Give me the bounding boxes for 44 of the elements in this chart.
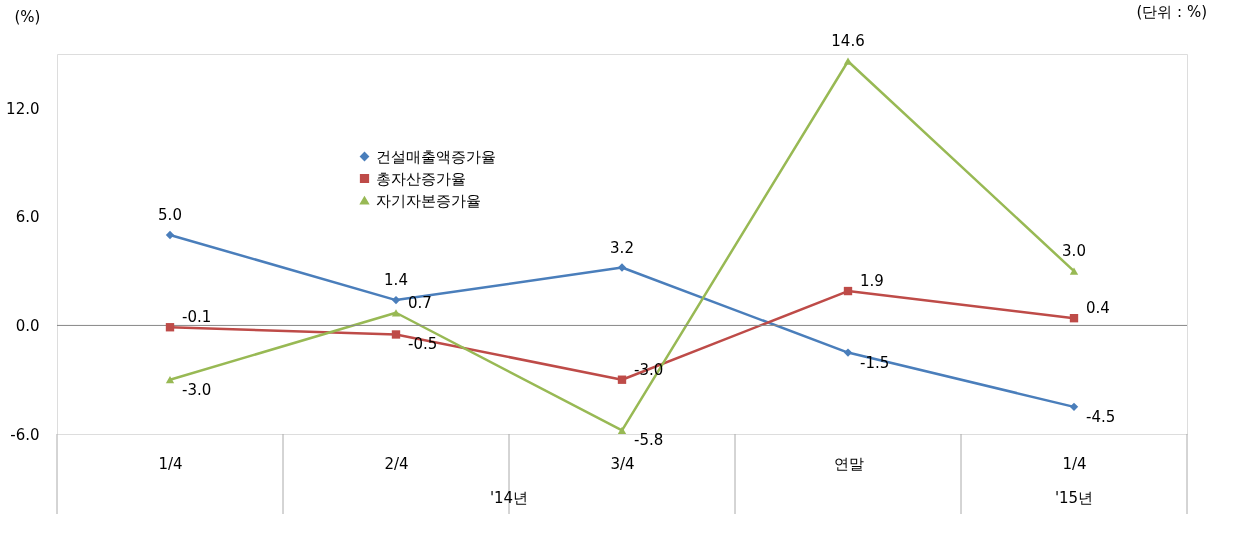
data-label: -5.8 [634, 431, 664, 450]
point [1069, 314, 1079, 323]
data-label: 1.4 [384, 271, 408, 290]
point [165, 376, 175, 384]
data-label: 3.0 [1062, 242, 1086, 261]
point [391, 330, 401, 339]
text: '14년 [489, 489, 529, 507]
x-tick-label: 3/4 [610, 454, 635, 473]
data-label: -3.0 [182, 380, 212, 399]
data-label: 0.7 [408, 293, 432, 312]
text: '15년 [1054, 489, 1094, 507]
y-tick-label: 0.0 [15, 316, 40, 335]
point [165, 230, 175, 240]
y-tick-label: 6.0 [15, 208, 40, 227]
data-label: 3.2 [610, 238, 634, 257]
point [617, 426, 627, 434]
legend-label: 건설매출액증가율 [376, 147, 496, 166]
legend-label: 자기자본증가율 [376, 191, 481, 210]
point [1069, 267, 1079, 275]
data-label: -0.5 [408, 335, 438, 354]
y-tick-label: -6.0 [10, 425, 40, 444]
x-tick-label: 1/4 [1062, 454, 1087, 473]
data-label: 0.4 [1086, 299, 1110, 318]
data-label: -1.5 [860, 353, 890, 372]
point [1069, 402, 1079, 412]
x-tick-label: 2/4 [384, 454, 409, 473]
point [843, 286, 853, 296]
y-tick-label: 12.0 [6, 99, 40, 118]
legend-label: 총자산증가율 [376, 169, 466, 188]
point [843, 348, 853, 357]
data-label: -4.5 [1086, 407, 1116, 426]
point [617, 263, 627, 272]
data-label: 5.0 [158, 205, 182, 224]
y-axis-title: (%) [14, 7, 41, 26]
point [391, 309, 401, 317]
text: (단위 : %) [1136, 3, 1207, 21]
x-tick-label: 1/4 [158, 454, 183, 473]
data-label: 1.9 [860, 272, 884, 291]
data-label: 14.6 [831, 32, 865, 51]
x-tick-label: 연말 [833, 454, 864, 473]
point [617, 375, 627, 384]
data-label: -0.1 [182, 308, 212, 327]
point [165, 323, 175, 332]
point [391, 295, 401, 305]
